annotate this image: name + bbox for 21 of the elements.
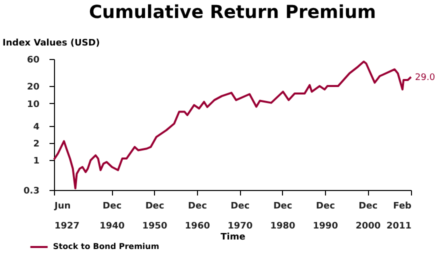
x-tick-label: Dec 2000	[356, 202, 381, 232]
x-axis-title: Time	[220, 232, 246, 242]
x-tick-label: Jun 1927	[54, 202, 80, 232]
x-tick-label: Feb 2011	[386, 202, 412, 232]
y-tick-label: 1	[33, 156, 40, 167]
x-tick-label: Dec 1990	[312, 202, 338, 232]
x-tick-label: Dec 1960	[184, 202, 210, 232]
data-label: 29.0	[415, 72, 436, 83]
x-tick-label: Dec 1980	[270, 202, 296, 232]
y-tick-label: 2	[33, 140, 40, 150]
x-tick-label: Dec 1940	[100, 202, 125, 232]
y-axis-title: Index Values (USD)	[2, 38, 100, 48]
y-tick-label: 60	[26, 56, 40, 66]
y-tick-label: 20	[26, 82, 40, 93]
y-tick-label: 4	[33, 122, 40, 132]
x-tick-label: Dec 1950	[142, 202, 168, 232]
y-tick-label: 10	[26, 100, 40, 110]
legend-label: Stock to Bond Premium	[53, 242, 160, 251]
chart-title: Cumulative Return Premium	[88, 2, 376, 23]
y-tick-label: 0.3	[24, 186, 40, 196]
x-tick-label: Dec 1970	[228, 202, 253, 232]
